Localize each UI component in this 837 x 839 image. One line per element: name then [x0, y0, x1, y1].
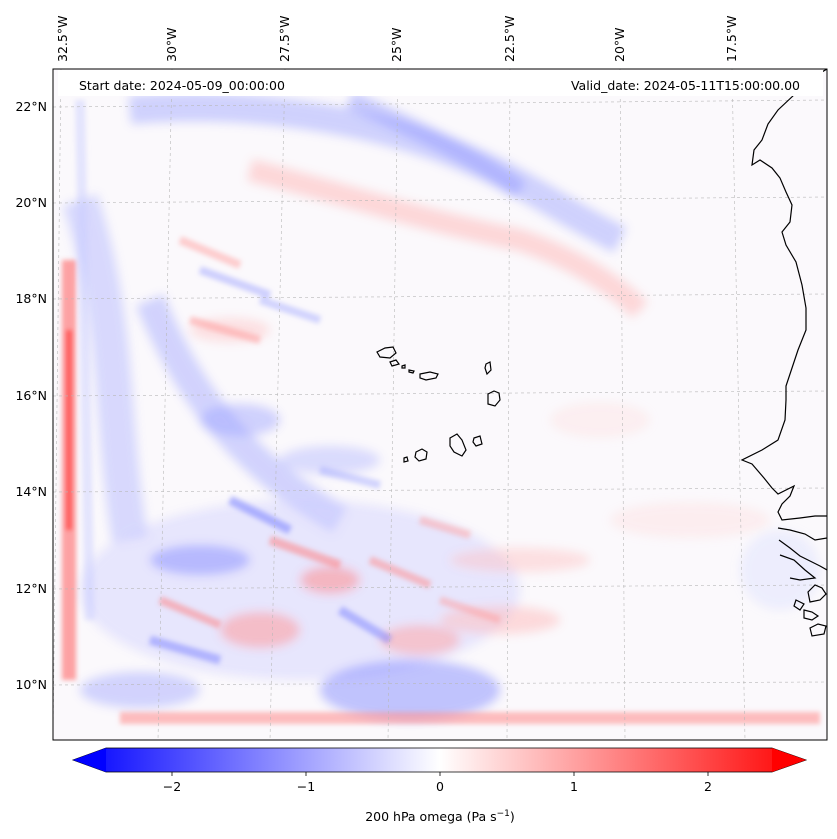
colorbar-label: 200 hPa omega (Pa s−1) — [365, 809, 515, 824]
lat-label-20n: 20°N — [15, 195, 47, 210]
lat-label-18n: 18°N — [15, 291, 47, 306]
lon-label-17-5w: 17.5°W — [724, 16, 739, 62]
lon-label-22-5w: 22.5°W — [502, 16, 517, 62]
colorbar-min-extend — [73, 748, 106, 772]
colorbar-scale — [71, 747, 808, 773]
colorbar-tick-0: 0 — [436, 779, 444, 794]
coastline — [740, 69, 827, 637]
colorbar: −2 −1 0 1 2 200 hPa omega (Pa s−1) — [71, 747, 808, 824]
lon-label-30w: 30°W — [164, 27, 179, 62]
omega-field — [53, 69, 827, 740]
colorbar-label-main: 200 hPa omega (Pa s — [365, 809, 496, 824]
lon-label-27-5w: 27.5°W — [277, 16, 292, 62]
colorbar-label-close: ) — [510, 809, 515, 824]
colorbar-tick-1: 1 — [570, 779, 578, 794]
colorbar-tick-neg2: −2 — [163, 779, 181, 794]
valid-date-label: Valid_date: 2024-05-11T15:00:00.00 — [571, 78, 800, 93]
start-date-label: Start date: 2024-05-09_00:00:00 — [79, 78, 285, 93]
lon-label-20w: 20°W — [612, 27, 627, 62]
lon-label-25w: 25°W — [389, 27, 404, 62]
graticule — [53, 69, 827, 740]
latitude-labels: 22°N 20°N 18°N 16°N 14°N 12°N 10°N — [15, 99, 47, 692]
lat-label-22n: 22°N — [15, 99, 47, 114]
lat-label-12n: 12°N — [15, 581, 47, 596]
lat-label-14n: 14°N — [15, 484, 47, 499]
colorbar-tick-neg1: −1 — [297, 779, 315, 794]
lon-label-32-5w: 32.5°W — [55, 16, 70, 62]
cape-verde-islands — [376, 346, 501, 463]
header-strip — [58, 70, 823, 96]
colorbar-label-exponent: −1 — [497, 809, 510, 819]
lat-label-10n: 10°N — [15, 677, 47, 692]
lat-label-16n: 16°N — [15, 388, 47, 403]
longitude-labels: 32.5°W 30°W 27.5°W 25°W 22.5°W 20°W 17.5… — [55, 16, 739, 62]
colorbar-max-extend — [772, 748, 806, 772]
map-frame — [52, 68, 828, 741]
colorbar-tick-2: 2 — [704, 779, 712, 794]
